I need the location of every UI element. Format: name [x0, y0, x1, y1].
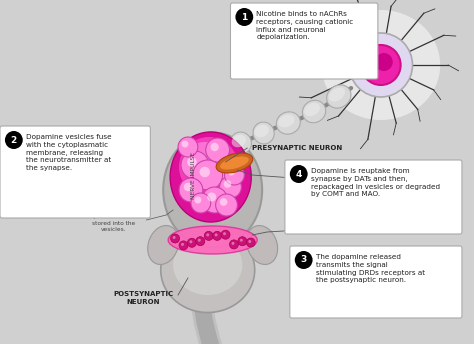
Circle shape — [187, 157, 197, 167]
Circle shape — [295, 251, 312, 269]
Circle shape — [217, 160, 226, 169]
Text: Dopamine is reuptake from
synapse by DATs and then,
repackaged in vesicles or de: Dopamine is reuptake from synapse by DAT… — [310, 168, 440, 197]
Ellipse shape — [216, 144, 226, 155]
Circle shape — [179, 241, 188, 250]
Circle shape — [228, 169, 235, 175]
Circle shape — [171, 234, 180, 243]
Circle shape — [173, 236, 175, 239]
Circle shape — [368, 52, 378, 62]
Circle shape — [202, 187, 228, 213]
Text: 3: 3 — [301, 256, 307, 265]
Text: 1: 1 — [241, 12, 247, 22]
Ellipse shape — [304, 103, 320, 116]
Circle shape — [216, 194, 237, 216]
Circle shape — [194, 196, 201, 204]
Circle shape — [187, 238, 196, 247]
Circle shape — [223, 232, 226, 235]
Circle shape — [210, 143, 219, 151]
Ellipse shape — [328, 87, 345, 101]
Circle shape — [225, 165, 244, 185]
Circle shape — [238, 237, 247, 246]
FancyBboxPatch shape — [0, 126, 150, 218]
Circle shape — [181, 151, 209, 179]
Circle shape — [206, 138, 229, 162]
Circle shape — [182, 140, 189, 148]
Ellipse shape — [148, 226, 179, 265]
Circle shape — [193, 160, 223, 190]
Text: The dopamine released
transmits the signal
stimulating DRDs receptors at
the pos: The dopamine released transmits the sign… — [316, 254, 425, 283]
Ellipse shape — [161, 227, 255, 312]
Circle shape — [178, 137, 198, 157]
Circle shape — [198, 239, 201, 242]
Text: POSTSYNAPTIC
NEURON: POSTSYNAPTIC NEURON — [113, 291, 173, 304]
Circle shape — [231, 242, 235, 245]
Ellipse shape — [220, 157, 249, 170]
Ellipse shape — [215, 141, 230, 162]
Circle shape — [196, 237, 205, 246]
Ellipse shape — [253, 122, 274, 144]
Text: 2: 2 — [11, 136, 17, 144]
Circle shape — [206, 233, 209, 236]
Circle shape — [349, 33, 412, 97]
Circle shape — [240, 239, 243, 242]
Circle shape — [181, 243, 184, 246]
Ellipse shape — [230, 132, 252, 154]
Circle shape — [361, 45, 401, 85]
Circle shape — [190, 240, 192, 243]
Ellipse shape — [170, 132, 251, 222]
Circle shape — [207, 192, 216, 202]
Circle shape — [219, 176, 241, 198]
Text: NERVE IMPULSE: NERVE IMPULSE — [191, 151, 196, 198]
Ellipse shape — [187, 142, 222, 172]
Circle shape — [191, 193, 211, 213]
Circle shape — [215, 233, 218, 236]
Ellipse shape — [255, 125, 269, 137]
Ellipse shape — [246, 226, 278, 265]
Ellipse shape — [216, 153, 253, 173]
Circle shape — [5, 131, 23, 149]
Circle shape — [290, 165, 308, 183]
FancyBboxPatch shape — [285, 160, 462, 234]
Text: SYNAPTIC CLEFT: SYNAPTIC CLEFT — [302, 227, 364, 233]
Circle shape — [248, 240, 251, 243]
Circle shape — [236, 8, 253, 26]
Circle shape — [184, 183, 192, 191]
Circle shape — [204, 232, 213, 240]
Circle shape — [375, 53, 392, 71]
Ellipse shape — [327, 85, 351, 108]
Circle shape — [246, 238, 255, 247]
Text: Nicotine binds to nAChRs
receptors, causing cationic
influx and neuronal
depolar: Nicotine binds to nAChRs receptors, caus… — [256, 11, 354, 40]
Text: MITOCHONDRIA: MITOCHONDRIA — [295, 175, 355, 181]
Circle shape — [179, 178, 203, 202]
Ellipse shape — [302, 100, 326, 123]
Ellipse shape — [173, 235, 242, 295]
Ellipse shape — [179, 137, 238, 197]
Ellipse shape — [163, 132, 262, 247]
Ellipse shape — [321, 10, 440, 120]
Circle shape — [213, 232, 221, 240]
FancyBboxPatch shape — [230, 3, 378, 79]
Circle shape — [224, 180, 231, 188]
Ellipse shape — [278, 115, 295, 127]
Text: Dopamine vesicles fuse
with the cytoplasmatic
membrane, releasing
the neurotrans: Dopamine vesicles fuse with the cytoplas… — [26, 134, 111, 171]
Text: 4: 4 — [296, 170, 302, 179]
Circle shape — [212, 154, 237, 180]
Ellipse shape — [232, 135, 246, 147]
Circle shape — [220, 198, 228, 206]
Circle shape — [221, 230, 230, 239]
Text: PRESYNAPTIC NEURON: PRESYNAPTIC NEURON — [252, 145, 343, 151]
Text: Dopamine is
synthesized and
stored into the
vesicles.: Dopamine is synthesized and stored into … — [90, 208, 138, 232]
Ellipse shape — [168, 226, 257, 254]
Circle shape — [200, 167, 210, 177]
FancyBboxPatch shape — [290, 246, 462, 318]
Circle shape — [229, 240, 238, 249]
Ellipse shape — [276, 112, 301, 134]
